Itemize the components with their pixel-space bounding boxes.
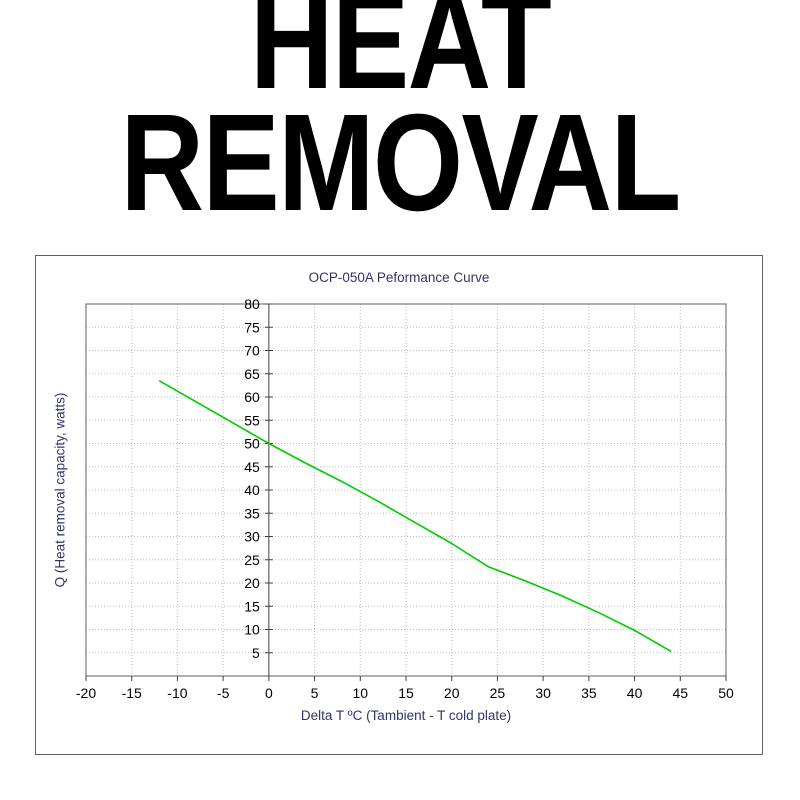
x-axis-title: Delta T ºC (Tambient - T cold plate)	[300, 708, 512, 723]
x-tick-label: 40	[627, 685, 643, 701]
series-line	[158, 380, 672, 653]
chart-title: OCP-050A Peformance Curve	[308, 270, 490, 285]
x-tick-label: -15	[122, 685, 142, 701]
x-tick-label: 50	[718, 685, 734, 701]
y-axis-title: Q (Heat removal capacity, watts)	[52, 392, 68, 588]
x-tick-label: 10	[352, 685, 368, 701]
y-tick-label: 65	[244, 366, 260, 382]
page-title-line-2: REMOVAL	[120, 86, 681, 240]
x-tick-label: 20	[444, 685, 460, 701]
y-tick-label: 55	[244, 412, 260, 428]
x-tick-label: -20	[76, 685, 96, 701]
x-tick-label: 25	[490, 685, 506, 701]
y-tick-label: 45	[244, 459, 260, 475]
x-tick-label: 45	[672, 685, 688, 701]
y-tick-label: 60	[244, 389, 260, 405]
y-tick-label: 75	[244, 319, 260, 335]
y-tick-label: 25	[244, 552, 260, 568]
y-tick-label: 50	[244, 436, 260, 452]
x-tick-label: 15	[398, 685, 414, 701]
x-tick-label: 5	[311, 685, 319, 701]
page-title: HEAT REMOVAL	[0, 0, 800, 240]
y-tick-label: 15	[244, 598, 260, 614]
x-tick-label: 30	[535, 685, 551, 701]
y-tick-label: 10	[244, 622, 260, 638]
x-tick-label: 0	[265, 685, 273, 701]
y-tick-label: 5	[252, 645, 260, 661]
y-tick-label: 70	[244, 343, 260, 359]
y-tick-label: 40	[244, 482, 260, 498]
y-tick-label: 80	[244, 296, 260, 312]
y-tick-label: 35	[244, 505, 260, 521]
x-tick-label: 35	[581, 685, 597, 701]
x-tick-label: -5	[217, 685, 230, 701]
y-tick-label: 30	[244, 529, 260, 545]
performance-chart: 5 10 15 20 25 30 35 40 45 50 55 60 65 70 75 80 -20 -15 -10…	[35, 255, 763, 755]
y-tick-label: 20	[244, 575, 260, 591]
x-tick-label: -10	[167, 685, 187, 701]
page-title-line-1: HEAT	[249, 0, 552, 118]
